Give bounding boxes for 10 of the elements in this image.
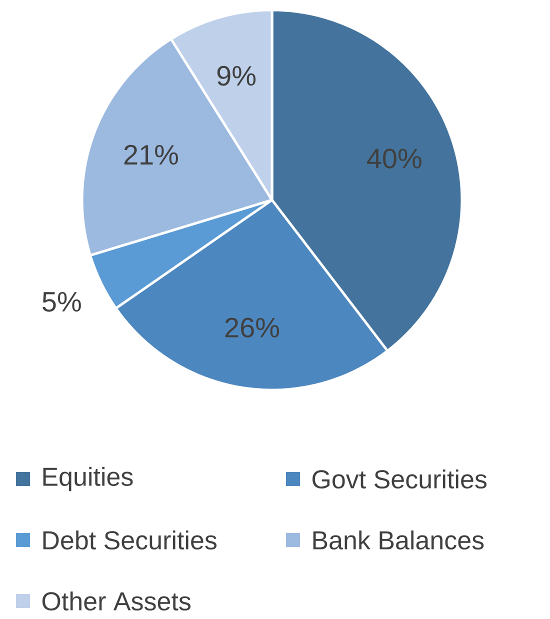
- legend-label: Other Assets: [42, 591, 191, 611]
- legend-label: Debt Securities: [43, 530, 217, 550]
- data-label: 5%: [42, 292, 81, 312]
- data-label: 40%: [367, 148, 422, 168]
- legend-label: Bank Balances: [313, 530, 484, 550]
- data-label: 9%: [217, 66, 256, 86]
- legend-label: Equities: [43, 466, 133, 492]
- legend-label: Govt Securities: [312, 469, 487, 489]
- data-label: 21%: [124, 144, 178, 165]
- data-label: 26%: [225, 318, 280, 338]
